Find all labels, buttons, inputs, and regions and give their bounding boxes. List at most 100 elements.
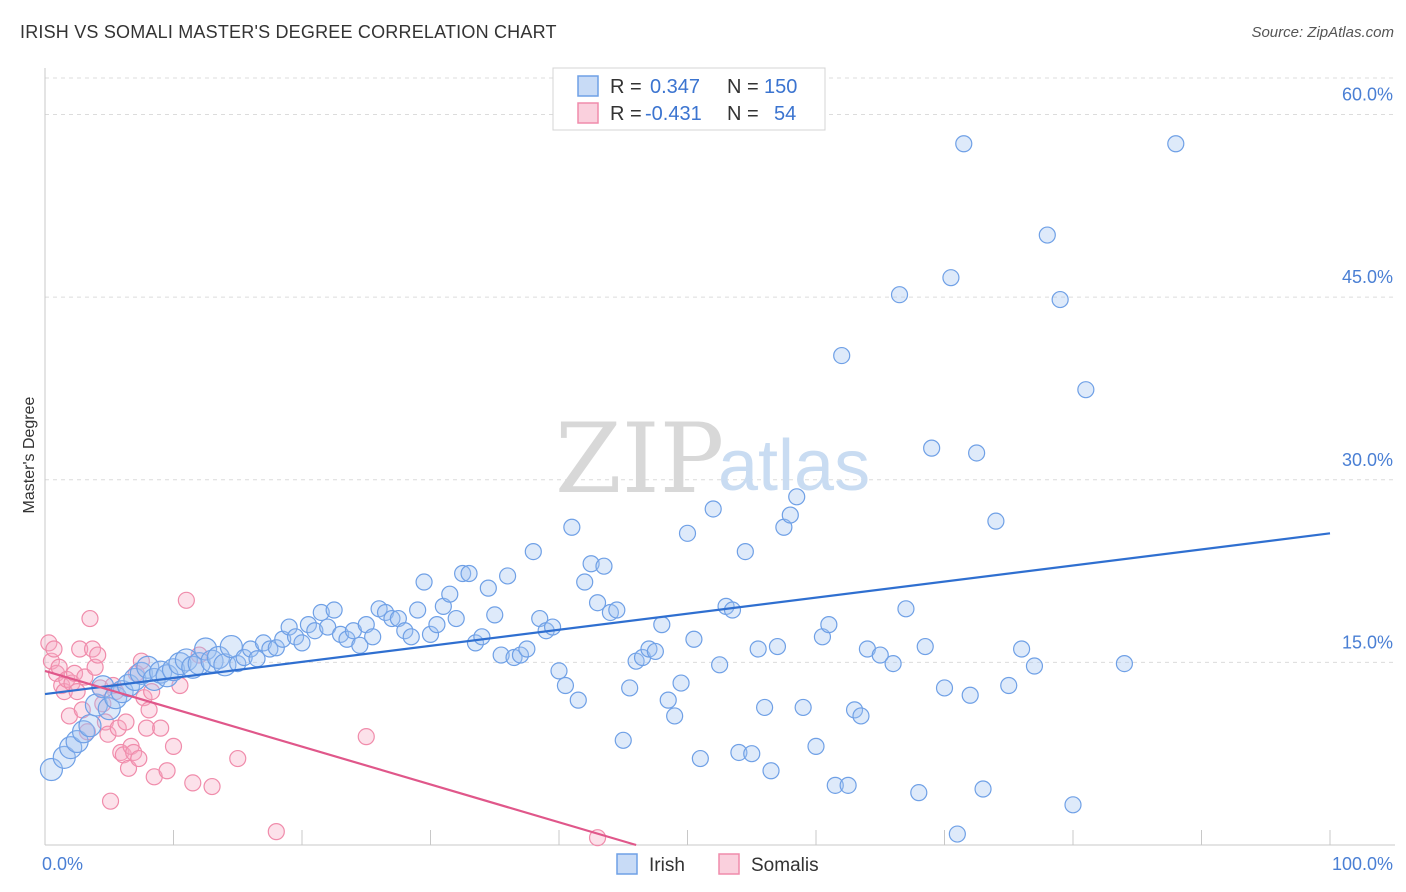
- irish-point: [518, 640, 536, 658]
- legend-swatch-somalis: [577, 102, 599, 124]
- watermark-atlas: atlas: [718, 426, 870, 506]
- irish-point: [614, 731, 632, 749]
- irish-point: [1051, 290, 1069, 309]
- somalis-point: [357, 728, 375, 746]
- irish-point: [910, 784, 928, 802]
- legend-r-label: R =: [610, 103, 642, 125]
- somalis-point: [184, 774, 202, 792]
- irish-point: [820, 616, 838, 634]
- irish-point: [280, 618, 298, 636]
- irish-point: [181, 655, 205, 679]
- bottom-legend-swatch-somalis: [718, 853, 740, 875]
- irish-point: [351, 636, 369, 654]
- irish-point: [254, 634, 273, 652]
- irish-point: [415, 573, 433, 591]
- irish-point: [704, 500, 722, 518]
- x-tick-label: 0.0%: [42, 854, 83, 874]
- irish-point: [229, 654, 247, 673]
- irish-point: [421, 625, 440, 643]
- watermark: ZIP atlas: [555, 403, 870, 515]
- legend-r-value: -0.431: [645, 103, 702, 125]
- irish-point: [961, 686, 979, 704]
- irish-point: [563, 518, 581, 536]
- irish-point: [524, 542, 542, 561]
- irish-point: [923, 439, 941, 457]
- legend-n-label: N =: [727, 103, 759, 125]
- irish-point: [409, 601, 427, 619]
- irish-point: [653, 616, 671, 634]
- irish-point: [325, 601, 343, 619]
- watermark-zip: ZIP: [555, 403, 724, 515]
- irish-point: [942, 269, 960, 287]
- x-tick-label: 100.0%: [1332, 854, 1393, 874]
- irish-point: [219, 634, 243, 659]
- irish-point: [174, 648, 198, 672]
- irish-point: [685, 630, 703, 648]
- irish-point: [71, 720, 96, 744]
- irish-point: [935, 679, 954, 697]
- bottom-legend-label-irish: Irish: [649, 855, 685, 876]
- somalis-point: [177, 591, 195, 609]
- irish-point: [39, 757, 64, 782]
- irish-point: [499, 567, 517, 585]
- irish-point: [543, 618, 562, 636]
- somalis-point: [203, 777, 221, 796]
- irish-point: [948, 825, 966, 843]
- irish-point: [955, 135, 973, 153]
- legend: R = 0.347 N = 150 R = -0.431 N = 54: [552, 67, 826, 131]
- somalis-points: [40, 591, 607, 847]
- somalis-point: [164, 737, 183, 755]
- irish-point: [306, 622, 324, 640]
- irish-point: [871, 646, 889, 664]
- irish-point: [364, 628, 382, 646]
- irish-point: [987, 512, 1005, 530]
- irish-point: [267, 639, 285, 657]
- irish-point: [852, 707, 870, 725]
- irish-point: [723, 601, 742, 619]
- somalis-point: [137, 719, 156, 737]
- irish-point: [492, 646, 510, 664]
- irish-point: [1064, 796, 1082, 814]
- irish-point: [897, 600, 915, 618]
- axes: [44, 68, 1395, 846]
- irish-point: [781, 506, 799, 524]
- irish-point: [678, 524, 697, 542]
- irish-point: [454, 564, 472, 583]
- somalis-point: [101, 792, 120, 810]
- irish-point: [621, 679, 639, 697]
- irish-point: [293, 634, 311, 652]
- irish-point: [974, 780, 992, 798]
- chart-title: IRISH VS SOMALI MASTER'S DEGREE CORRELAT…: [20, 22, 557, 42]
- irish-point: [659, 691, 677, 709]
- irish-point: [608, 601, 626, 619]
- irish-point: [736, 542, 754, 561]
- irish-point: [428, 616, 446, 634]
- irish-point: [383, 609, 401, 628]
- irish-point: [460, 564, 478, 583]
- irish-point: [104, 686, 128, 710]
- irish-point: [569, 691, 587, 709]
- irish-point: [441, 585, 459, 603]
- irish-point: [1167, 135, 1185, 153]
- somalis-trend-line: [44, 669, 637, 847]
- somalis-point: [99, 725, 117, 743]
- irish-point: [582, 555, 600, 573]
- somalis-point: [130, 749, 148, 768]
- irish-point: [755, 698, 774, 717]
- irish-point: [235, 648, 253, 667]
- irish-point: [473, 628, 491, 646]
- irish-point: [730, 743, 748, 762]
- irish-point: [768, 637, 787, 656]
- irish-point: [123, 667, 147, 692]
- irish-point: [845, 701, 864, 719]
- somalis-point: [112, 743, 130, 762]
- somalis-point: [152, 719, 170, 737]
- irish-point: [261, 640, 279, 658]
- irish-point: [312, 603, 330, 622]
- somalis-point: [267, 823, 285, 841]
- y-tick-label: 60.0%: [1342, 85, 1393, 105]
- irish-point: [749, 640, 767, 658]
- irish-point: [161, 658, 186, 682]
- tick-labels: 15.0% 30.0% 45.0% 60.0% 0.0% 100.0%: [42, 85, 1393, 874]
- irish-point: [402, 628, 420, 646]
